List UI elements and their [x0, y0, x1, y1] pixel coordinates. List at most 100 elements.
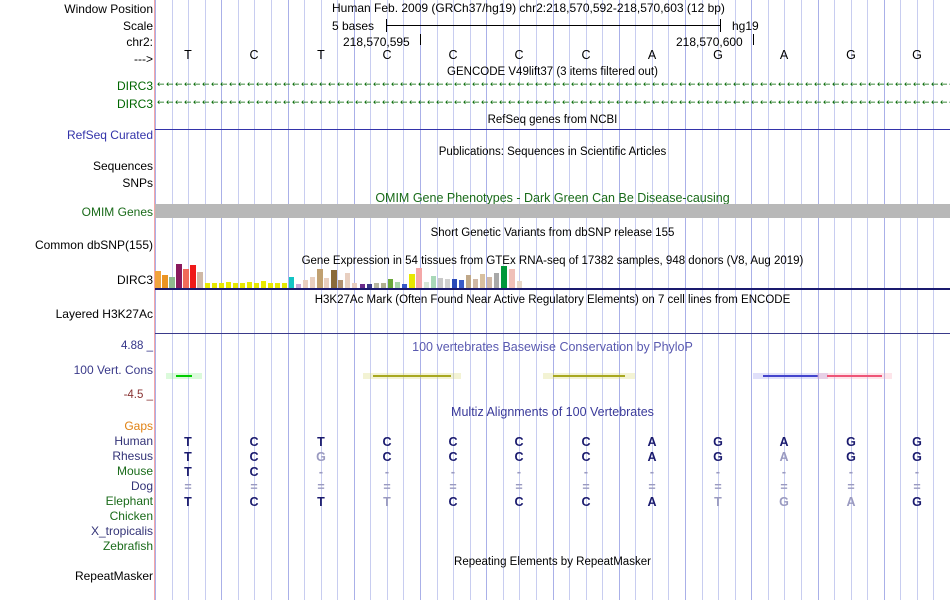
label-species-elephant[interactable]: Elephant	[105, 494, 153, 508]
alignment-row-dog[interactable]: = = = = = = = = = = = =	[155, 480, 950, 494]
strand-arrow-icon: ←	[526, 81, 534, 90]
assembly-short-label: hg19	[732, 19, 759, 33]
alignment-base: =	[317, 480, 325, 494]
alignment-row-x-tropicalis[interactable]	[155, 525, 950, 539]
label-snps[interactable]: SNPs	[122, 176, 153, 190]
strand-arrow-icon: ←	[400, 99, 408, 108]
data-area[interactable]: Human Feb. 2009 (GRCh37/hg19) chr2:218,5…	[155, 0, 950, 600]
gtex-bar	[360, 284, 365, 288]
gridline-minor	[933, 0, 934, 600]
strand-arrow-icon: ←	[652, 81, 660, 90]
label-species-human[interactable]: Human	[114, 434, 153, 448]
strand-arrow-icon: ←	[220, 99, 228, 108]
refseq-curated-line[interactable]	[155, 129, 950, 130]
strand-arrow-icon: ←	[778, 99, 786, 108]
gencode-transcript-1[interactable]: ← ← ← ← ← ← ← ← ← ← ← ← ← ← ← ← ← ← ← ← ← ← ← ← ← ← ← ← ← ← ← ← ← ← ← ← ← ← ← ←…	[155, 81, 950, 90]
alignment-base: C	[581, 450, 591, 464]
strand-arrow-icon: ←	[895, 99, 903, 108]
coord-label-right: 218,570,600	[676, 35, 743, 49]
label-cons-title[interactable]: 100 Vert. Cons	[73, 363, 153, 377]
strand-arrow-icon: ←	[841, 99, 849, 108]
gtex-bar	[289, 277, 294, 288]
strand-arrow-icon: ←	[742, 81, 750, 90]
label-species-rhesus[interactable]: Rhesus	[112, 449, 153, 463]
label-species-zebrafish[interactable]: Zebrafish	[102, 539, 153, 553]
strand-arrow-icon: ←	[364, 99, 372, 108]
gtex-bar	[345, 273, 350, 288]
omim-genes-bar[interactable]	[155, 204, 950, 218]
strand-arrow-icon: ←	[922, 99, 930, 108]
label-layered-h3k27ac[interactable]: Layered H3K27Ac	[55, 307, 153, 321]
alignment-base: =	[780, 480, 788, 494]
label-repeatmasker[interactable]: RepeatMasker	[74, 569, 153, 583]
label-species-dog[interactable]: Dog	[130, 479, 153, 493]
ruler-base: C	[249, 48, 259, 62]
label-chrom: chr2:	[126, 35, 153, 49]
strand-arrow-icon: ←	[481, 81, 489, 90]
ruler-base: C	[581, 48, 591, 62]
strand-arrow-icon: ←	[661, 81, 669, 90]
strand-arrow-icon: ←	[751, 81, 759, 90]
label-species-x-tropicalis[interactable]: X_tropicalis	[90, 524, 153, 538]
label-common-dbsnp[interactable]: Common dbSNP(155)	[34, 238, 153, 252]
gridline-minor	[834, 0, 835, 600]
phylop-conservation-track[interactable]	[155, 355, 950, 395]
strand-arrow-icon: ←	[688, 81, 696, 90]
gridline-minor	[337, 0, 338, 600]
strand-arrow-icon: ←	[706, 81, 714, 90]
label-gencode-dirc3-1[interactable]: DIRC3	[116, 79, 153, 93]
gridline-major	[420, 0, 421, 600]
strand-arrow-icon: ←	[796, 81, 804, 90]
label-gaps[interactable]: Gaps	[124, 419, 153, 433]
title-gtex: Gene Expression in 54 tissues from GTEx …	[301, 255, 804, 267]
strand-arrow-icon: ←	[796, 99, 804, 108]
label-gtex-dirc3[interactable]: DIRC3	[116, 273, 153, 287]
label-species-chicken[interactable]: Chicken	[109, 509, 153, 523]
strand-arrow-icon: ←	[400, 81, 408, 90]
label-gencode-dirc3-2[interactable]: DIRC3	[116, 97, 153, 111]
strand-arrow-icon: ←	[247, 99, 255, 108]
strand-arrow-icon: ←	[526, 99, 534, 108]
strand-arrow-icon: ←	[157, 99, 165, 108]
strand-arrow-icon: ←	[733, 99, 741, 108]
gridline-major	[486, 0, 487, 600]
alignment-row-chicken[interactable]	[155, 510, 950, 524]
data-area-left-boundary	[154, 0, 155, 600]
gtex-bar	[275, 283, 280, 288]
ruler-base: C	[382, 48, 392, 62]
strand-arrow-icon: ←	[589, 81, 597, 90]
gridline-minor	[172, 0, 173, 600]
gridline-major	[884, 0, 885, 600]
strand-arrow-icon: ←	[166, 99, 174, 108]
gridline-minor	[586, 0, 587, 600]
gtex-expression-barchart[interactable]	[155, 262, 950, 288]
gtex-bar	[190, 265, 196, 288]
gencode-transcript-2[interactable]: ← ← ← ← ← ← ← ← ← ← ← ← ← ← ← ← ← ← ← ← ← ← ← ← ← ← ← ← ← ← ← ← ← ← ← ← ← ← ← ←…	[155, 99, 950, 108]
label-species-mouse[interactable]: Mouse	[116, 464, 153, 478]
gridline-minor	[403, 0, 404, 600]
label-omim-genes[interactable]: OMIM Genes	[81, 205, 153, 219]
gridlines	[155, 0, 950, 600]
gridline-minor	[768, 0, 769, 600]
alignment-base: G	[912, 450, 922, 464]
alignment-base: G	[912, 495, 922, 509]
strand-arrow-icon: ←	[715, 99, 723, 108]
gtex-bar	[162, 275, 168, 288]
label-refseq-curated[interactable]: RefSeq Curated	[66, 128, 153, 142]
gtex-bar	[233, 283, 238, 288]
label-sequences[interactable]: Sequences	[92, 159, 153, 173]
strand-arrow-icon: ←	[814, 81, 822, 90]
alignment-row-zebrafish[interactable]	[155, 540, 950, 554]
gtex-bar	[367, 284, 372, 288]
strand-arrow-icon: ←	[409, 99, 417, 108]
gtex-bar	[501, 266, 507, 288]
gridline-minor	[735, 0, 736, 600]
strand-arrow-icon: ←	[508, 99, 516, 108]
label-scale: Scale	[122, 19, 153, 33]
alignment-base: A	[779, 450, 789, 464]
